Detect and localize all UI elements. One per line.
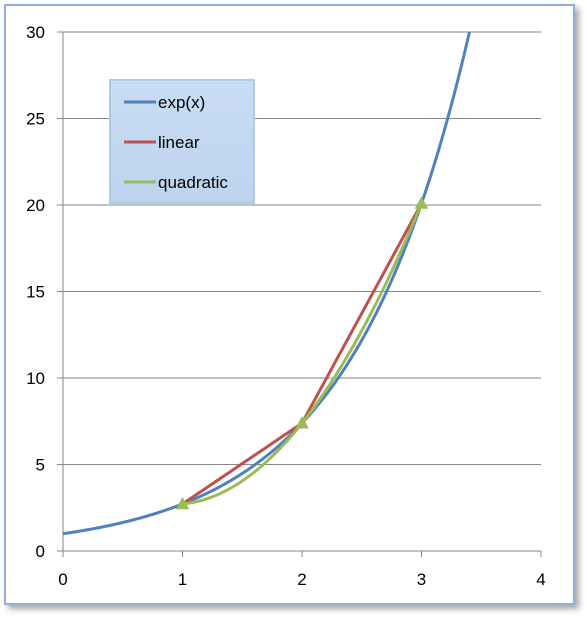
series-line-linear — [181, 202, 423, 506]
y-tick-label: 20 — [26, 196, 45, 215]
chart-frame — [4, 4, 575, 605]
x-tick-label: 0 — [58, 570, 67, 589]
legend-label-quadratic: quadratic — [158, 173, 228, 192]
x-tick-label: 4 — [536, 570, 545, 589]
x-tick-label: 2 — [297, 570, 306, 589]
legend: exp(x) linear quadratic — [109, 79, 255, 204]
data-point-quadratic — [175, 496, 190, 510]
legend-label-exp-x: exp(x) — [158, 93, 205, 112]
y-tick-label: 15 — [26, 283, 45, 302]
y-tick-label: 10 — [26, 369, 45, 388]
series — [62, 31, 471, 536]
x-tick-label: 3 — [417, 570, 426, 589]
tick-labels: 0 5 10 15 20 25 30 0 1 2 3 4 — [26, 23, 546, 589]
series-line-exp-x — [62, 31, 471, 536]
series-line-quadratic — [182, 202, 423, 506]
legend-label-linear: linear — [158, 133, 200, 152]
x-tick-label: 1 — [178, 570, 187, 589]
y-tick-label: 25 — [26, 110, 45, 129]
data-point-quadratic — [414, 196, 429, 209]
axes — [57, 31, 542, 557]
y-tick-label: 5 — [36, 456, 45, 475]
y-tick-label: 0 — [36, 542, 45, 561]
data-point-quadratic — [295, 416, 309, 429]
y-tick-label: 30 — [26, 23, 45, 42]
